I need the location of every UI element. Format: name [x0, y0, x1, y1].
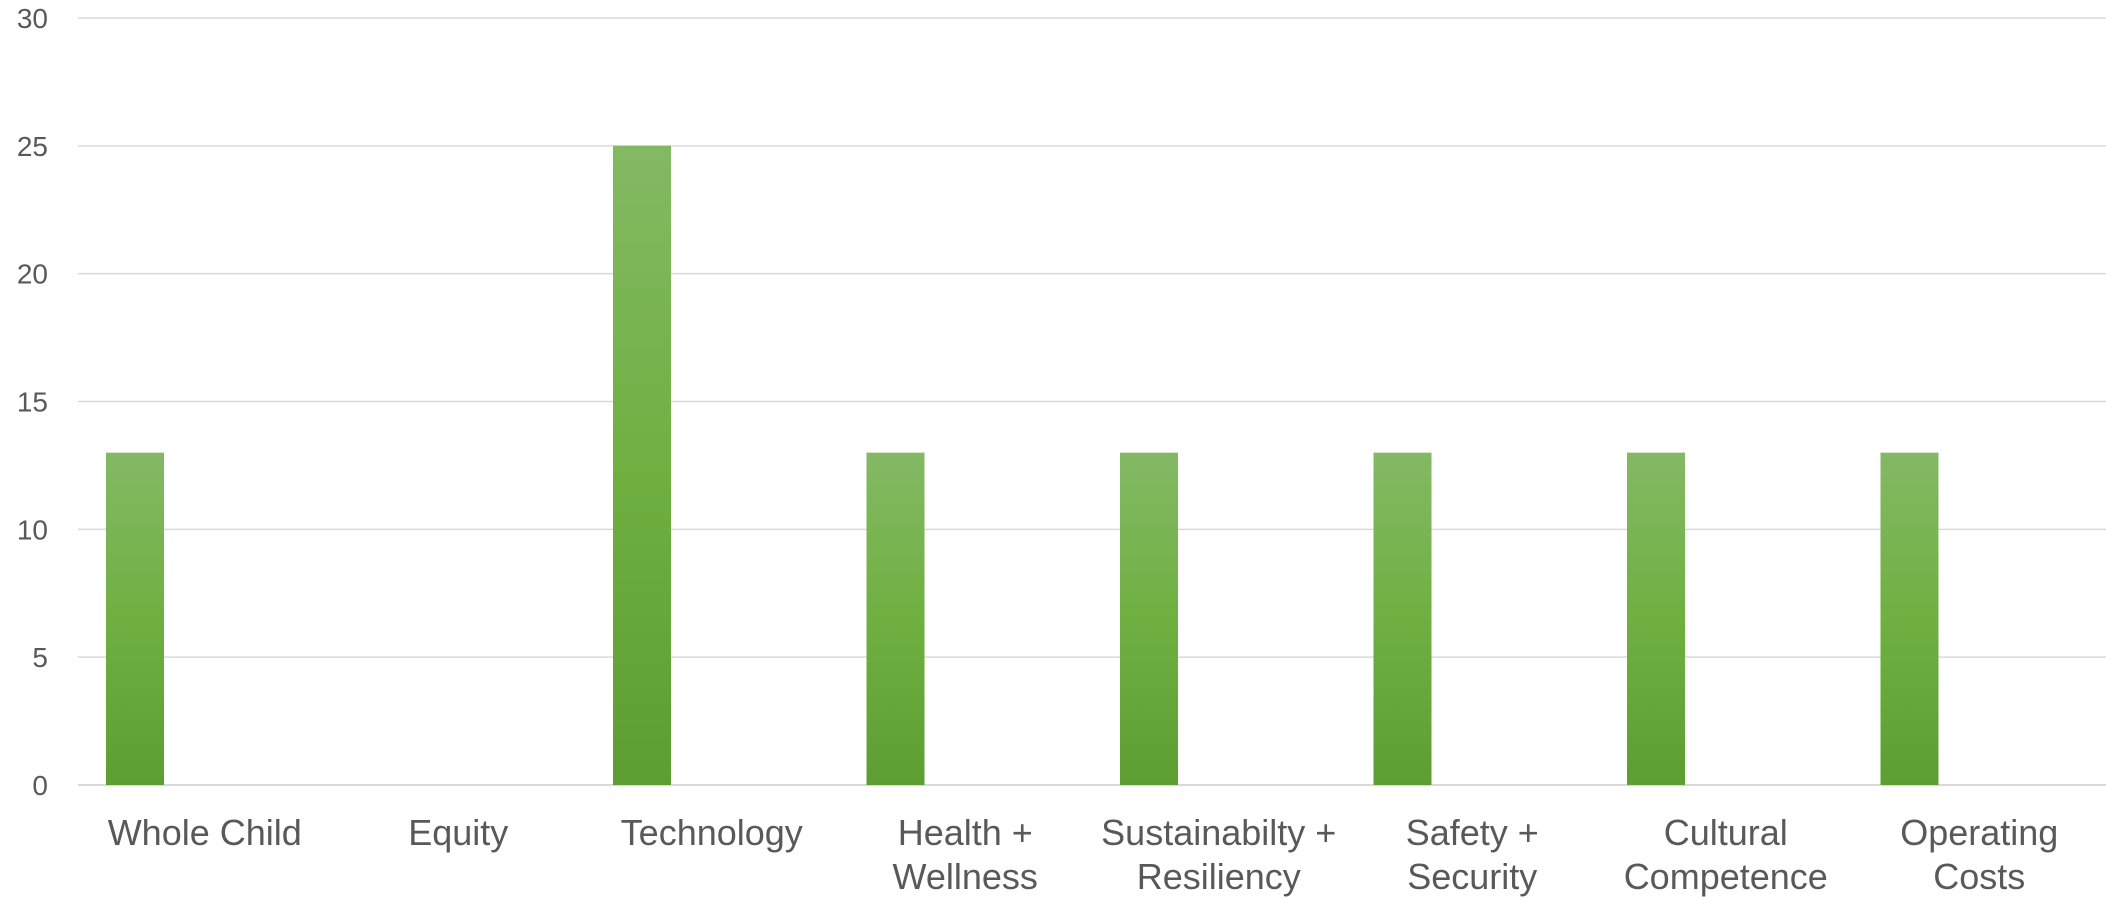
y-tick-label: 15: [17, 387, 48, 418]
x-tick-label: Technology: [621, 812, 803, 853]
x-axis-ticks: Whole Child Equity Technology Health + Welln…: [108, 812, 2059, 897]
bar: [613, 145, 671, 786]
bar: [1373, 452, 1432, 785]
y-tick-label: 25: [17, 131, 48, 162]
x-tick-label: Sustainabilty + Resiliency: [1101, 812, 1336, 897]
bar: [866, 452, 925, 785]
y-tick-label: 20: [17, 259, 48, 290]
x-tick-label: Operating Costs: [1900, 812, 2058, 897]
x-tick-label: Health + Wellness: [893, 812, 1038, 897]
y-axis-ticks: 0 5 10 15 20 25 30: [17, 3, 48, 801]
bar: [106, 452, 164, 785]
y-tick-label: 5: [32, 642, 48, 673]
gridlines: [78, 17, 2106, 786]
x-tick-label: Safety + Security: [1406, 812, 1539, 897]
x-tick-label: Cultural Competence: [1624, 812, 1828, 897]
y-tick-label: 30: [17, 3, 48, 34]
bar: [1627, 452, 1685, 785]
x-tick-label: Equity: [408, 812, 508, 853]
x-tick-label: Whole Child: [108, 812, 302, 853]
y-tick-label: 0: [32, 770, 48, 801]
bars: [106, 145, 1939, 786]
bar: [1120, 452, 1178, 785]
bar: [1880, 452, 1939, 785]
y-tick-label: 10: [17, 514, 48, 545]
